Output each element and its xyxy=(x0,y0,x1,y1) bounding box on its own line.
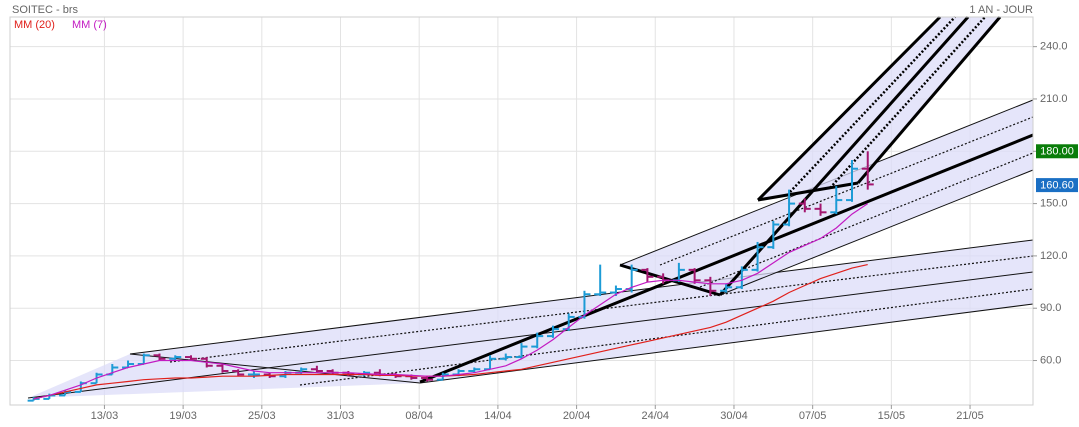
channel-dotted xyxy=(659,116,1034,266)
x-tick-label: 14/04 xyxy=(484,410,512,422)
channel-dotted xyxy=(789,16,956,193)
x-tick-label: 20/04 xyxy=(563,410,591,422)
price-tag xyxy=(1036,178,1078,193)
y-tick-label: 150.0 xyxy=(1040,197,1068,209)
y-tick-label: 60.0 xyxy=(1040,354,1061,366)
channel-line xyxy=(718,16,970,296)
channel-line xyxy=(129,353,421,384)
channel-fill xyxy=(620,100,1033,295)
channel-dotted xyxy=(829,16,986,189)
price-bars xyxy=(27,151,874,402)
x-tick-label: 25/03 xyxy=(248,410,276,422)
x-tick-label: 19/03 xyxy=(169,410,197,422)
price-tag-label: 160.60 xyxy=(1040,180,1074,192)
y-tick-label: 210.0 xyxy=(1040,93,1068,105)
channel-line xyxy=(756,15,942,202)
x-tick-label: 21/05 xyxy=(956,410,984,422)
y-tick-label: 240.0 xyxy=(1040,41,1068,53)
channel-line xyxy=(27,271,1034,399)
x-tick-label: 30/04 xyxy=(720,410,748,422)
channel-fill xyxy=(28,240,1033,398)
trend-channels xyxy=(27,15,1034,399)
x-tick-label: 13/03 xyxy=(91,410,119,422)
channel-line xyxy=(719,169,1034,296)
period-label: 1 AN - JOUR xyxy=(969,4,1033,16)
legend-entry: MM (20) xyxy=(14,19,55,31)
channel-line xyxy=(419,133,1034,384)
x-tick-label: 31/03 xyxy=(327,410,355,422)
price-tag xyxy=(1036,144,1078,159)
channel-line xyxy=(856,16,1002,184)
channel-dotted xyxy=(169,255,1034,363)
price-tag-label: 180.00 xyxy=(1040,146,1074,158)
x-tick-label: 15/05 xyxy=(878,410,906,422)
channel-fill xyxy=(758,17,1000,200)
legend-entry: MM (7) xyxy=(72,19,107,31)
moving-average xyxy=(33,203,869,400)
channel-line xyxy=(129,239,1034,355)
x-tick-label: 24/04 xyxy=(642,410,670,422)
y-tick-label: 90.0 xyxy=(1040,302,1061,314)
channel-line xyxy=(419,303,1034,384)
channel-line xyxy=(757,181,859,202)
y-tick-label: 120.0 xyxy=(1040,250,1068,262)
plot-frame xyxy=(9,16,1034,406)
x-tick-label: 07/05 xyxy=(799,410,827,422)
x-tick-label: 08/04 xyxy=(405,410,433,422)
chart-title: SOITEC - brs xyxy=(12,4,79,16)
